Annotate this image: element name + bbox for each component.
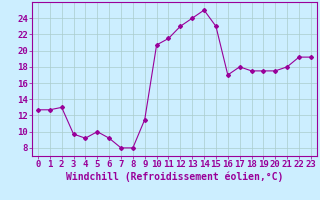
X-axis label: Windchill (Refroidissement éolien,°C): Windchill (Refroidissement éolien,°C) <box>66 172 283 182</box>
